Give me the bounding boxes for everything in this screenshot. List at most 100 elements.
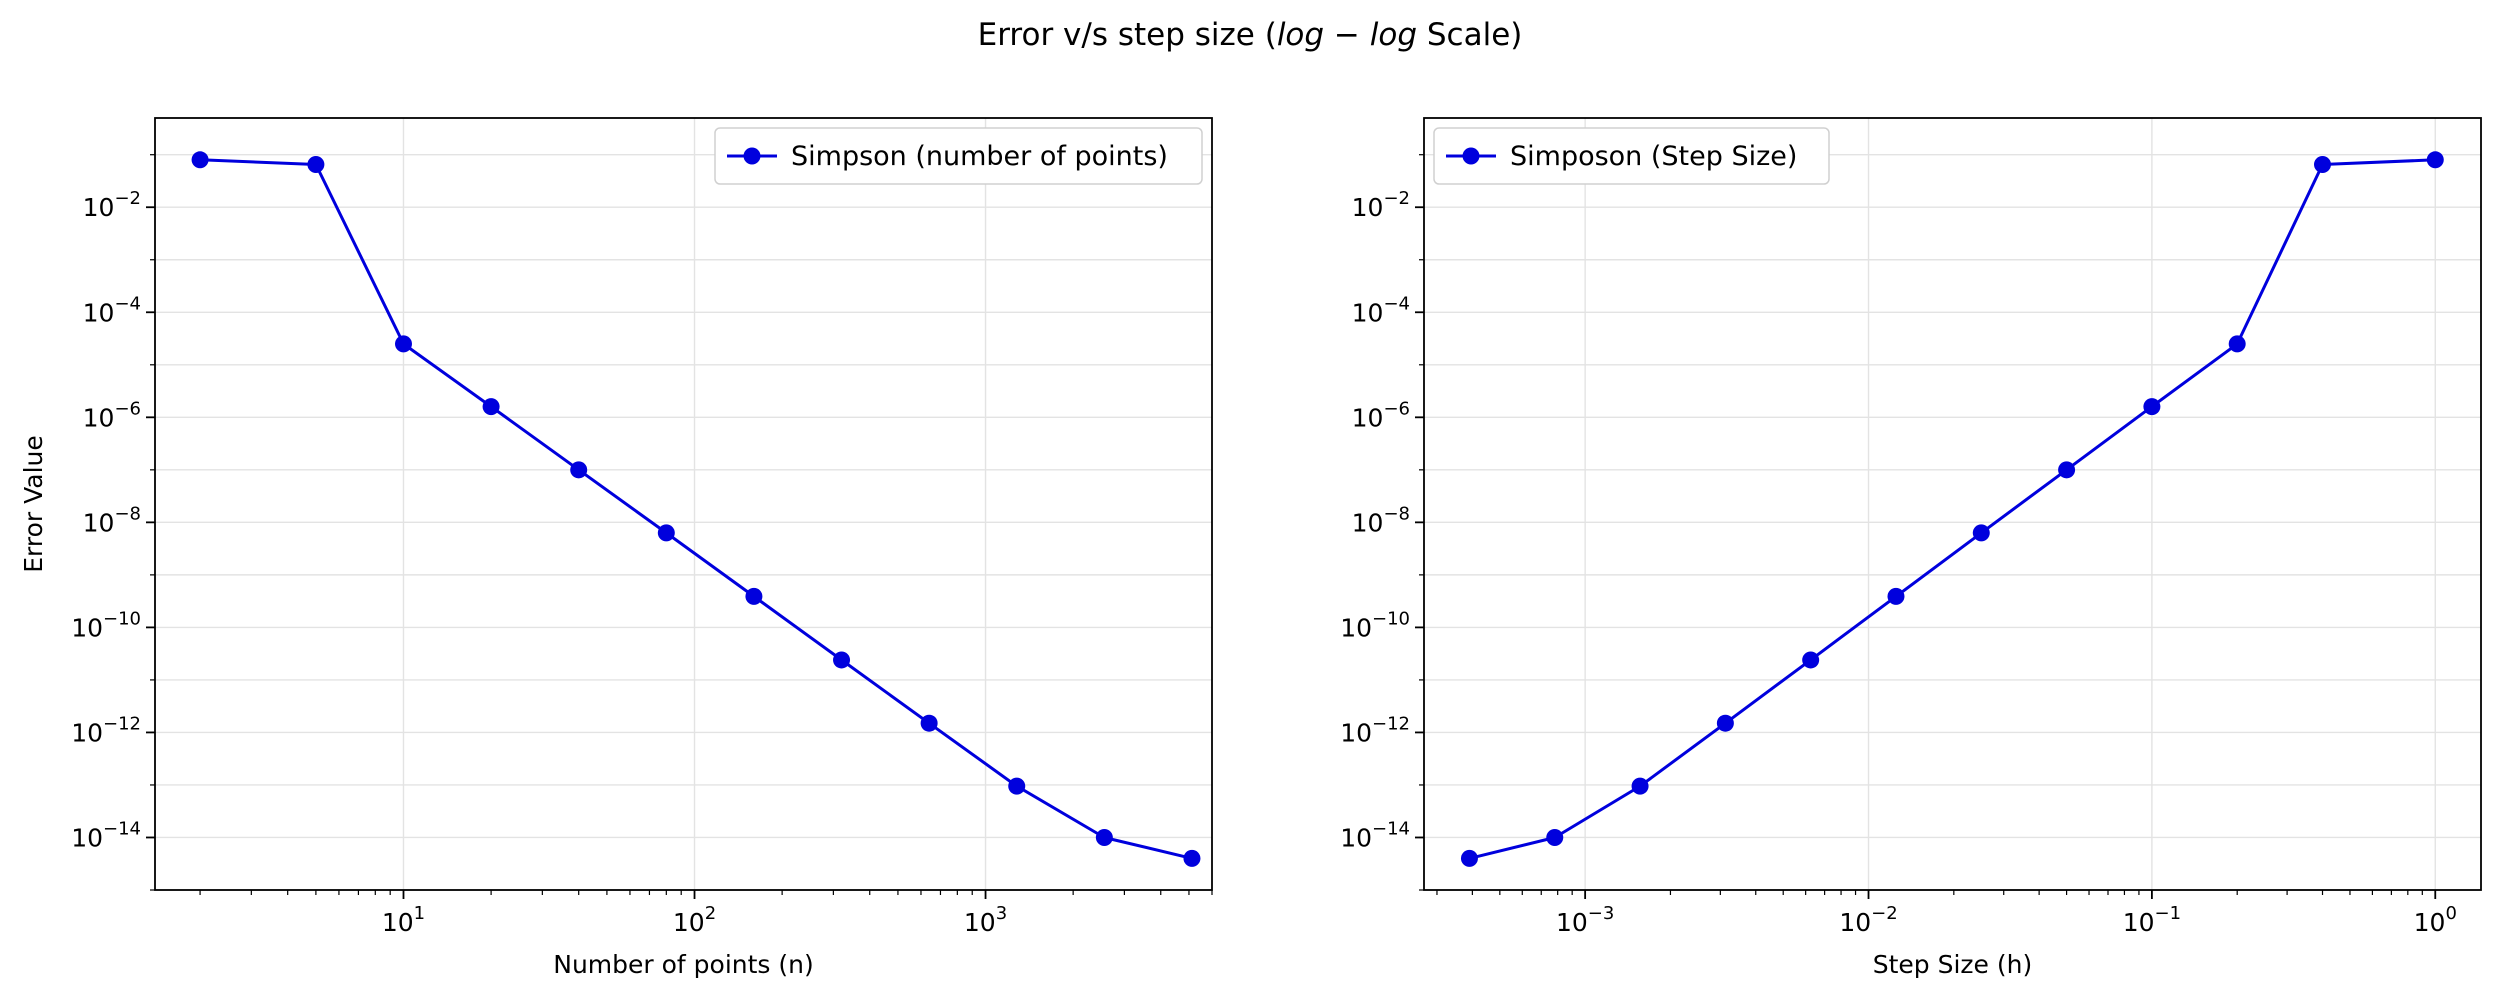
c1-data-point (2143, 398, 2161, 416)
c1-data-point (1802, 651, 1820, 669)
c1-y-tick-label: 10−8 (1352, 503, 1410, 537)
c1-y-tick-label: 10−4 (1352, 293, 1410, 327)
title-prefix: Error v/s step size ( (978, 17, 1277, 53)
c0-data-point (833, 651, 851, 669)
tick-base: 10 (83, 298, 115, 327)
figure-title: Error v/s step size (log − log Scale) (978, 17, 1523, 53)
c0-data-point (745, 587, 763, 605)
c1-x-tick-label: 100 (2414, 903, 2457, 937)
tick-base: 10 (1340, 613, 1372, 642)
c1-data-point (1460, 849, 1478, 867)
title-suffix: Scale) (1417, 17, 1522, 53)
tick-base: 10 (673, 908, 705, 937)
tick-base: 10 (382, 908, 414, 937)
c1-data-point (1631, 777, 1649, 795)
tick-exponent: −4 (114, 293, 141, 314)
c1-y-tick-label: 10−14 (1340, 818, 1410, 852)
c0-legend-label: Simpson (number of points) (791, 141, 1168, 172)
tick-exponent: −6 (114, 398, 141, 419)
c1-data-point (1887, 587, 1905, 605)
c1-x-tick-label: 10−3 (1556, 903, 1614, 937)
tick-exponent: −8 (114, 503, 141, 524)
tick-exponent: 0 (2445, 903, 2456, 924)
c1-y-tick-label: 10−12 (1340, 713, 1410, 747)
c1-data-point (2058, 461, 2076, 479)
tick-exponent: 1 (414, 903, 425, 924)
c1-data-point (1546, 828, 1564, 846)
right-plot: 10−3 10−2 10−1 10010−210−410−610−810−1010−1… (1340, 117, 2482, 979)
c1-axes-frame (1423, 117, 2482, 891)
c0-legend-marker (743, 147, 761, 165)
c0-y-tick-label: 10−2 (83, 188, 141, 222)
c0-axes-frame (154, 117, 1213, 891)
tick-exponent: −3 (1588, 903, 1615, 924)
c0-x-tick-label: 103 (964, 903, 1007, 937)
c1-grid (1424, 118, 2481, 891)
tick-exponent: −8 (1383, 503, 1410, 524)
tick-base: 10 (1839, 908, 1871, 937)
c1-y-tick-label: 10−2 (1352, 188, 1410, 222)
tick-exponent: −12 (1372, 713, 1410, 734)
c0-y-tick-label: 10−4 (83, 293, 141, 327)
c1-y-tick-label: 10−6 (1352, 398, 1410, 432)
c0-data-point (657, 524, 675, 542)
c1-data-point (2228, 335, 2246, 353)
c1-legend: Simposon (Step Size) (1433, 127, 1830, 185)
left-plot: 101 102 10310−210−410−610−810−1010−1210−14… (19, 117, 1213, 979)
c0-y-tick-label: 10−12 (71, 713, 141, 747)
tick-exponent: −2 (1383, 188, 1410, 209)
tick-base: 10 (1352, 193, 1384, 222)
tick-exponent: −4 (1383, 293, 1410, 314)
c0-y-tick-label: 10−8 (83, 503, 141, 537)
tick-base: 10 (71, 613, 103, 642)
tick-exponent: −14 (103, 818, 141, 839)
c0-y-tick-label: 10−10 (71, 608, 141, 642)
c0-data-point (307, 156, 325, 174)
c0-y-axis-label: Error Value (19, 435, 48, 573)
c1-x-tick-label: 10−2 (1839, 903, 1897, 937)
c0-data-point (1008, 777, 1026, 795)
c1-legend-marker (1462, 147, 1480, 165)
tick-exponent: −14 (1372, 818, 1410, 839)
tick-base: 10 (1556, 908, 1588, 937)
tick-exponent: −2 (1871, 903, 1898, 924)
tick-base: 10 (1352, 508, 1384, 537)
c0-data-point (920, 714, 938, 732)
c1-data-point (1972, 524, 1990, 542)
c0-x-axis-label: Number of points (n) (553, 950, 814, 979)
tick-base: 10 (2123, 908, 2155, 937)
c0-data-point (191, 151, 209, 169)
c0-y-tick-label: 10−6 (83, 398, 141, 432)
tick-base: 10 (1352, 403, 1384, 432)
c0-x-tick-label: 101 (382, 903, 425, 937)
c0-data-point (570, 461, 588, 479)
tick-exponent: 3 (996, 903, 1007, 924)
c0-grid (155, 118, 1212, 891)
c1-data-point (2314, 156, 2332, 174)
c0-legend-box (714, 127, 1203, 185)
tick-exponent: 2 (705, 903, 716, 924)
tick-exponent: −6 (1383, 398, 1410, 419)
tick-base: 10 (71, 823, 103, 852)
tick-base: 10 (964, 908, 996, 937)
c1-x-tick-label: 10−1 (2123, 903, 2181, 937)
tick-exponent: −10 (1372, 608, 1410, 629)
c1-data-point (1716, 714, 1734, 732)
tick-base: 10 (83, 403, 115, 432)
tick-exponent: −12 (103, 713, 141, 734)
c1-y-tick-label: 10−10 (1340, 608, 1410, 642)
tick-base: 10 (71, 718, 103, 747)
c0-y-tick-label: 10−14 (71, 818, 141, 852)
c1-legend-box (1433, 127, 1830, 185)
title-math: log − log (1277, 17, 1417, 53)
c0-legend: Simpson (number of points) (714, 127, 1203, 185)
tick-base: 10 (2414, 908, 2446, 937)
c1-data-point (2426, 151, 2444, 169)
tick-base: 10 (1340, 718, 1372, 747)
tick-base: 10 (83, 508, 115, 537)
tick-exponent: −2 (114, 188, 141, 209)
c0-data-point (1095, 828, 1113, 846)
tick-exponent: −1 (2155, 903, 2182, 924)
tick-base: 10 (1340, 823, 1372, 852)
